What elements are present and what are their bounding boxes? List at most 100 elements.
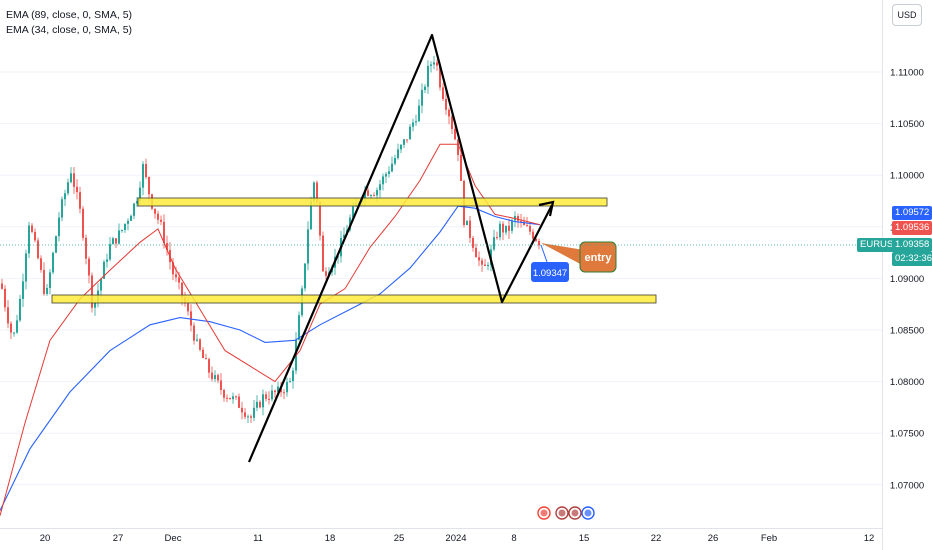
candle-body	[235, 396, 237, 398]
candle-body	[142, 163, 144, 188]
candle-body	[88, 258, 90, 276]
candle-body	[220, 380, 222, 390]
y-tick-label: 1.09000	[890, 274, 924, 285]
candle-body	[484, 264, 486, 267]
candle-body	[100, 278, 102, 291]
candle-body	[166, 243, 168, 251]
candle-body	[262, 394, 264, 408]
candle-body	[40, 258, 42, 270]
candle-body	[256, 401, 258, 408]
entry-callout-box	[579, 241, 617, 273]
candle-body	[202, 349, 204, 359]
candle-body	[523, 221, 525, 226]
candle-body	[214, 375, 216, 380]
y-tick-label: 1.11000	[890, 68, 924, 79]
candle-body	[385, 173, 387, 177]
candle-body	[121, 229, 123, 231]
candle-body	[307, 229, 309, 264]
candle-body	[397, 149, 399, 159]
candle-body	[139, 187, 141, 201]
candle-body	[175, 274, 177, 278]
y-tick-label: 1.08500	[890, 326, 924, 337]
candle-body	[154, 208, 156, 214]
event-icon-fill	[540, 509, 548, 517]
candle-body	[439, 65, 441, 88]
ema89-price-tag: 1.09572	[892, 206, 932, 220]
candle-body	[34, 231, 36, 241]
candle-body	[310, 201, 312, 230]
candle-body	[520, 220, 522, 222]
y-tick-label: 1.07500	[890, 429, 924, 440]
candle-body	[364, 190, 366, 199]
candle-body	[406, 139, 408, 141]
candle-body	[52, 252, 54, 273]
candle-body	[61, 199, 63, 218]
candle-body	[148, 177, 150, 195]
candle-body	[493, 237, 495, 250]
entry-callout[interactable]: entry	[541, 241, 617, 273]
candle-body	[436, 62, 438, 66]
x-tick-label: 15	[579, 533, 590, 544]
candle-body	[505, 225, 507, 233]
candle-body	[193, 325, 195, 341]
candle-body	[157, 213, 159, 220]
candle-body	[367, 190, 369, 196]
support-resistance-zones	[51, 197, 657, 304]
candle-body	[394, 158, 396, 164]
candle-body	[535, 238, 537, 241]
candle-body	[508, 225, 510, 231]
candle-body	[304, 263, 306, 289]
last-price-tag: 1.09358	[892, 238, 932, 252]
x-tick-label: 2024	[445, 533, 466, 544]
entry-price-badge[interactable]: 1.09347	[531, 244, 569, 282]
candle-body	[244, 412, 246, 417]
candle-body	[457, 139, 459, 155]
x-tick-label: Dec	[165, 533, 182, 544]
candle-body	[511, 220, 513, 231]
symbol-tag: EURUSD	[857, 238, 904, 252]
candle-body	[469, 220, 471, 238]
ema89-legend[interactable]: EMA (89, close, 0, SMA, 5)	[6, 9, 133, 21]
ema34-legend[interactable]: EMA (34, close, 0, SMA, 5)	[6, 24, 133, 36]
candle-body	[145, 163, 147, 178]
candle-body	[433, 62, 435, 65]
candle-body	[478, 257, 480, 261]
candle-body	[415, 121, 417, 123]
entry-marker-line	[540, 244, 548, 263]
candle-body	[475, 247, 477, 258]
candle-body	[382, 176, 384, 185]
candle-body	[247, 416, 249, 418]
candle-body	[373, 195, 375, 197]
candle-body	[259, 401, 261, 408]
candle-body	[172, 262, 174, 275]
candle-body	[502, 223, 504, 233]
candle-body	[58, 217, 60, 237]
candle-body	[136, 200, 138, 204]
candle-body	[400, 144, 402, 150]
x-tick-label: 27	[113, 533, 124, 544]
candle-body	[13, 332, 15, 334]
candle-body	[316, 182, 318, 203]
candle-body	[211, 372, 213, 380]
candle-body	[445, 99, 447, 110]
support-zone	[51, 294, 657, 304]
candle-body	[388, 171, 390, 174]
candle-body	[370, 195, 372, 197]
candle-body	[4, 288, 6, 308]
candle-body	[298, 315, 300, 340]
candle-body	[181, 282, 183, 298]
candle-body	[91, 275, 93, 308]
x-tick-label: 22	[651, 533, 662, 544]
candle-body	[49, 272, 51, 288]
candle-body	[28, 225, 30, 254]
candle-body	[85, 237, 87, 259]
candle-body	[10, 323, 12, 333]
pattern-drawing	[247, 33, 555, 463]
candle-body	[127, 220, 129, 224]
candle-body	[190, 311, 192, 326]
y-tick-label: 1.08000	[890, 377, 924, 388]
currency-button[interactable]: USD	[892, 4, 922, 26]
time-axis: 20 27 Dec 11 18 25 2024 8 15 22 26 Feb 12	[40, 533, 875, 544]
candle-body	[67, 182, 69, 194]
